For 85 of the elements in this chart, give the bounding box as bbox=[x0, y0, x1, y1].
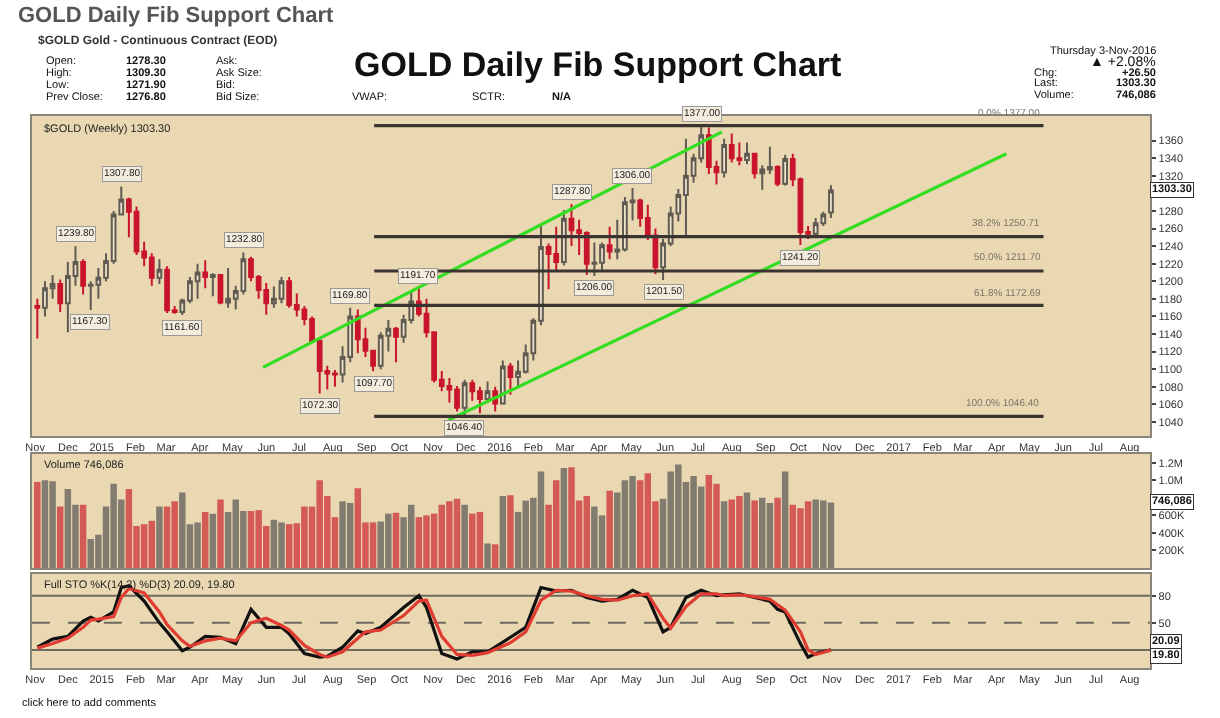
bar bbox=[774, 497, 781, 568]
bar bbox=[301, 506, 308, 568]
candlestick bbox=[42, 280, 48, 318]
bar bbox=[369, 522, 377, 568]
candlestick bbox=[164, 265, 170, 314]
bar bbox=[789, 504, 797, 568]
bar bbox=[430, 513, 438, 568]
candlestick bbox=[828, 184, 834, 220]
text: GOLD Daily Fib Support Chart bbox=[354, 46, 843, 84]
bar bbox=[56, 506, 64, 568]
candlestick bbox=[332, 369, 338, 388]
bar bbox=[713, 483, 720, 568]
candlestick bbox=[286, 275, 293, 309]
candlestick bbox=[454, 384, 460, 413]
candlestick bbox=[606, 225, 613, 261]
bar bbox=[446, 501, 453, 568]
bar bbox=[79, 504, 87, 568]
text: GOLD Daily Fib Support Chart bbox=[18, 4, 335, 28]
candlestick bbox=[721, 137, 727, 179]
bar bbox=[797, 508, 804, 568]
candlestick bbox=[34, 297, 41, 340]
candlestick bbox=[568, 203, 575, 248]
bar bbox=[804, 501, 812, 568]
bar bbox=[148, 520, 156, 568]
bar bbox=[171, 501, 178, 568]
bar bbox=[705, 475, 713, 568]
candlestick bbox=[316, 337, 323, 395]
bar bbox=[354, 488, 362, 568]
bar bbox=[751, 500, 758, 568]
candlestick bbox=[507, 362, 514, 396]
candlestick bbox=[202, 259, 209, 290]
candlestick bbox=[278, 275, 285, 305]
candlestick bbox=[812, 216, 819, 239]
bar bbox=[552, 480, 560, 568]
bar bbox=[247, 511, 255, 568]
bar bbox=[583, 496, 590, 568]
candlestick bbox=[736, 141, 743, 167]
bar bbox=[285, 524, 293, 568]
bar bbox=[636, 480, 644, 568]
bar bbox=[568, 467, 575, 568]
bar bbox=[423, 515, 430, 568]
candlestick bbox=[194, 262, 201, 300]
candlestick bbox=[57, 278, 64, 314]
candlestick bbox=[499, 359, 506, 406]
bar bbox=[728, 499, 735, 568]
candlestick bbox=[484, 380, 491, 402]
bar bbox=[491, 544, 499, 568]
bar bbox=[125, 489, 133, 568]
candlestick bbox=[461, 378, 468, 418]
bar bbox=[255, 510, 262, 568]
candlestick bbox=[622, 195, 628, 253]
candlestick bbox=[156, 258, 163, 285]
candlestick bbox=[744, 141, 750, 166]
bar bbox=[453, 498, 461, 568]
bar bbox=[606, 490, 613, 568]
candlestick bbox=[393, 325, 399, 364]
candlestick bbox=[209, 272, 216, 298]
candlestick bbox=[225, 267, 231, 309]
bar bbox=[644, 473, 652, 568]
bar bbox=[469, 513, 476, 568]
candlestick bbox=[728, 132, 735, 164]
candlestick bbox=[782, 153, 789, 187]
candlestick bbox=[263, 282, 270, 316]
candlestick bbox=[446, 376, 453, 404]
candlestick bbox=[591, 241, 598, 277]
bar bbox=[438, 504, 446, 568]
bar bbox=[392, 512, 400, 568]
candlestick bbox=[683, 137, 689, 239]
candlestick bbox=[354, 308, 361, 355]
bar bbox=[140, 524, 148, 568]
bar bbox=[736, 496, 743, 568]
candlestick bbox=[820, 210, 827, 227]
bar bbox=[316, 480, 323, 568]
candlestick bbox=[477, 385, 483, 415]
candlestick bbox=[560, 209, 567, 267]
bar bbox=[415, 517, 423, 568]
bar bbox=[34, 482, 41, 568]
bar bbox=[476, 511, 484, 568]
candlestick bbox=[599, 241, 605, 273]
bar bbox=[217, 499, 224, 568]
bar bbox=[163, 506, 171, 568]
bar bbox=[201, 511, 209, 568]
candlestick bbox=[80, 258, 86, 296]
bar bbox=[507, 495, 514, 568]
candlestick bbox=[271, 285, 277, 309]
